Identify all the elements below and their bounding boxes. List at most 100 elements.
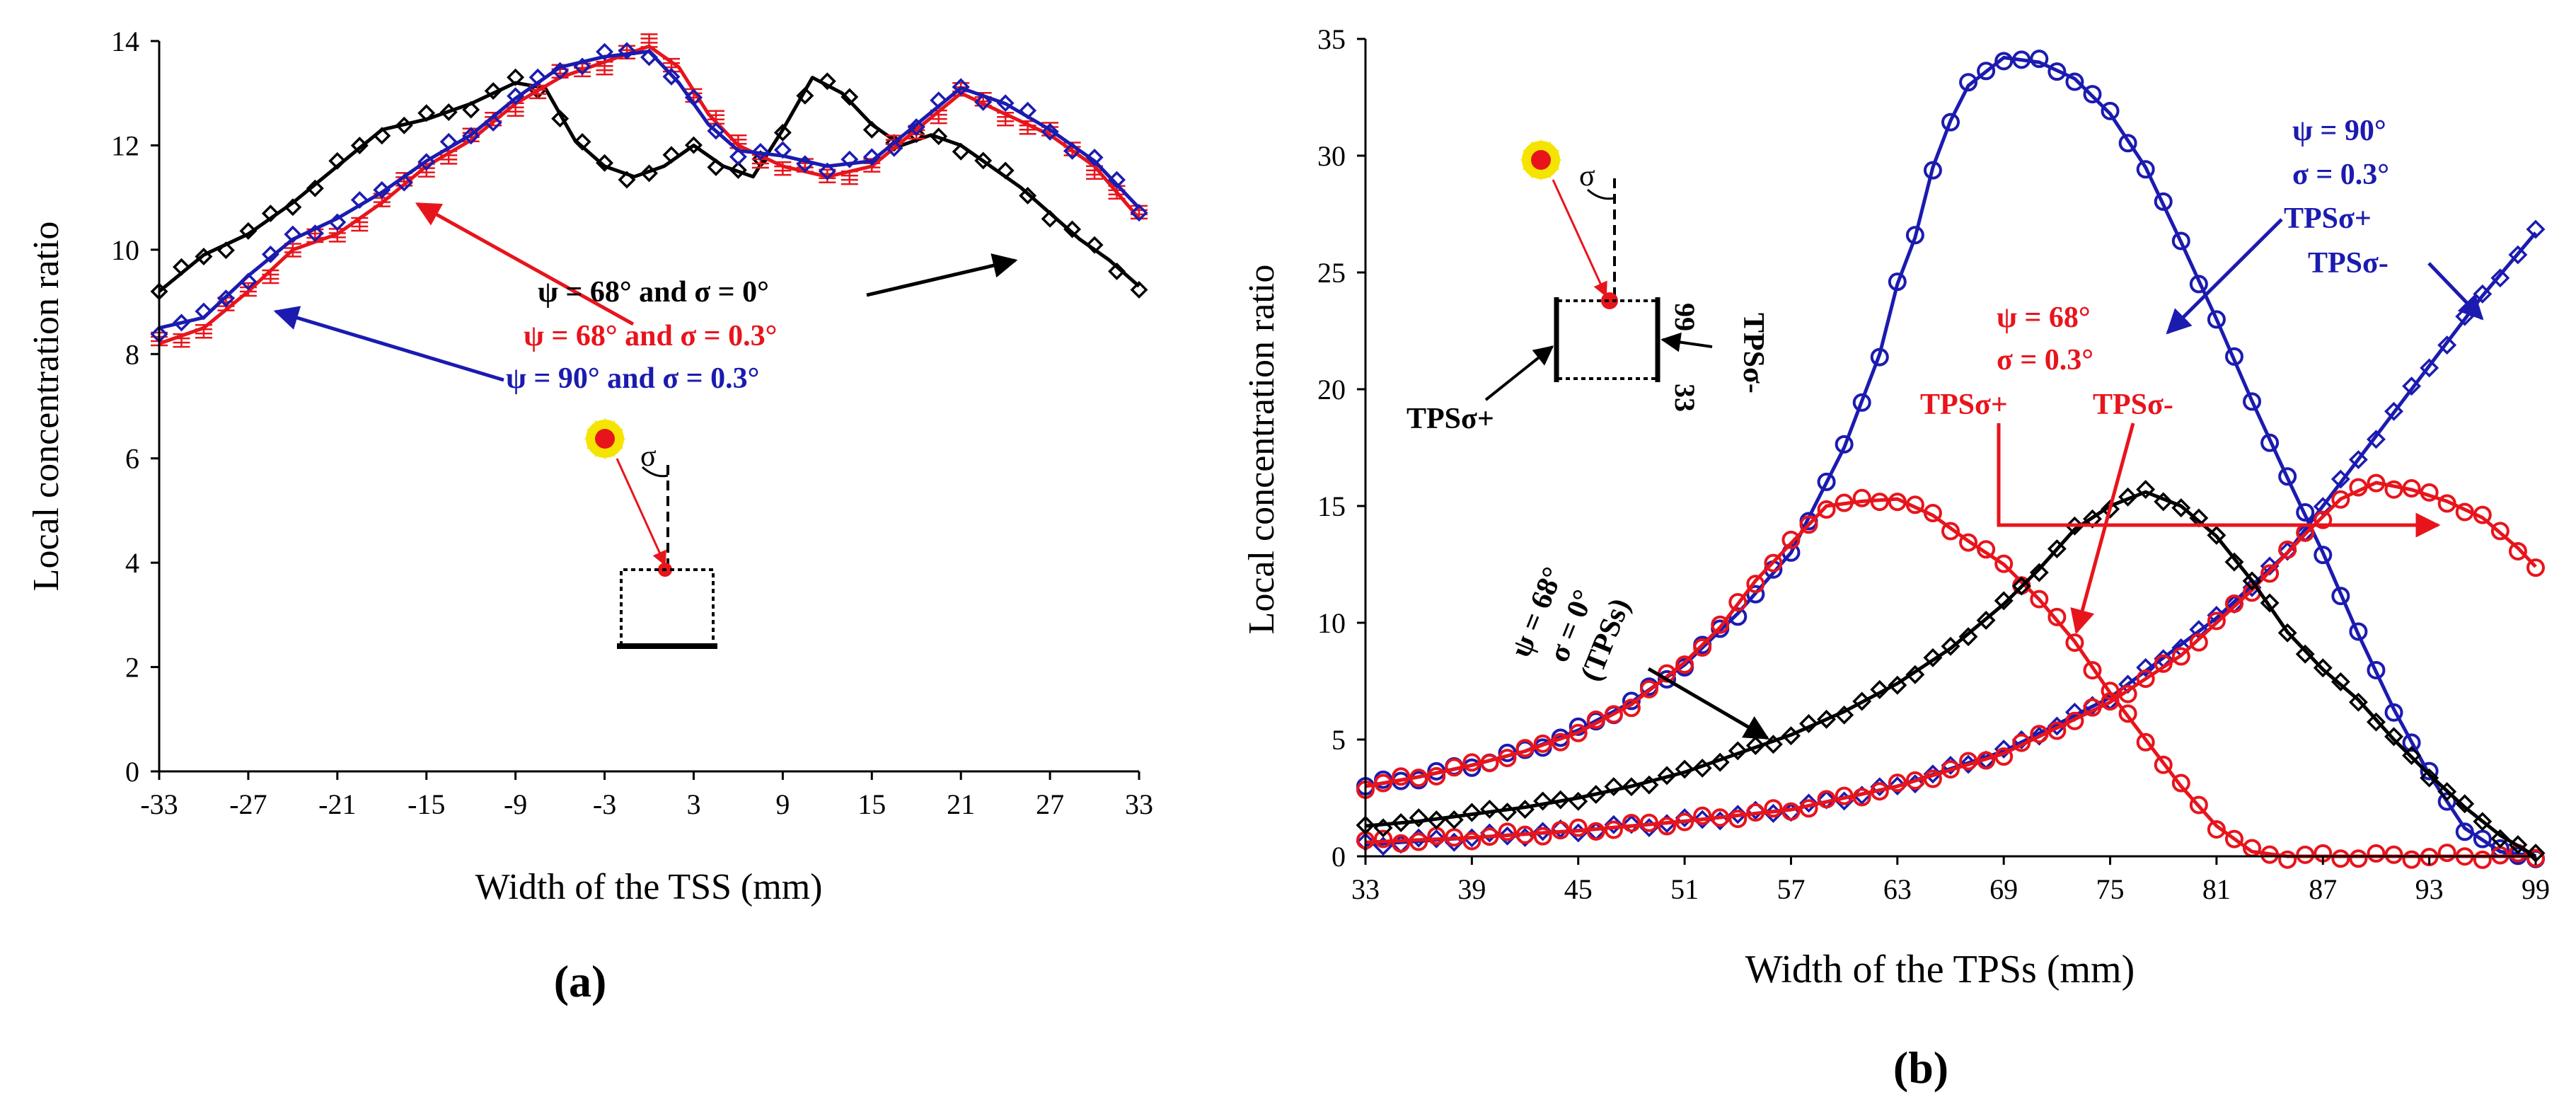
data-point [1817, 472, 1836, 491]
data-point [662, 57, 680, 73]
data-point [261, 245, 279, 263]
data-point [885, 139, 903, 157]
x-tick-label: 15 [857, 788, 886, 820]
data-point [1533, 791, 1553, 811]
data-point [2402, 376, 2422, 396]
data-point [1958, 627, 1978, 647]
data-point [507, 102, 524, 117]
data-point [729, 148, 747, 166]
data-point [2047, 539, 2067, 559]
data-point [2278, 467, 2297, 486]
data-point [1085, 236, 1104, 254]
data-point [2083, 698, 2102, 717]
annot-a-black-text: ψ = 68° and σ = 0° [538, 276, 769, 309]
data-point [2473, 829, 2492, 849]
data-point [2171, 774, 2190, 793]
data-point [2154, 654, 2173, 673]
data-point [1462, 753, 1482, 772]
sigma-label: σ [1579, 160, 1595, 192]
data-point [1675, 812, 1694, 832]
data-point [2189, 275, 2208, 294]
data-point [1108, 262, 1126, 280]
ray-arrow [616, 458, 666, 566]
data-point [1444, 810, 1464, 829]
data-point [1569, 723, 1588, 742]
data-point [2367, 844, 2386, 863]
data-point [640, 48, 658, 67]
data-point [1675, 759, 1694, 779]
data-point [195, 302, 213, 321]
data-point [1693, 806, 1712, 825]
data-point [1639, 775, 1659, 795]
data-point [596, 42, 614, 61]
data-point [2384, 703, 2403, 722]
series-markers-b-4 [1356, 480, 2546, 863]
x-tick-label: 87 [2309, 873, 2337, 905]
data-point [2047, 607, 2067, 626]
y-tick-label: 2 [125, 652, 139, 684]
data-point [2065, 72, 2084, 91]
x-tick-label: 45 [1564, 873, 1593, 905]
data-point [1622, 813, 1641, 832]
y-tick-label: 10 [1317, 607, 1346, 639]
y-tick-label: 20 [1317, 374, 1346, 406]
data-point [2367, 473, 2386, 493]
data-point [2295, 644, 2315, 664]
data-point [1374, 774, 1393, 793]
x-tick-label: 33 [1351, 873, 1380, 905]
annot-b-red-sigma: σ = 0.3° [1997, 344, 2093, 376]
data-point [907, 118, 925, 137]
data-point [2437, 844, 2456, 863]
data-point [2189, 633, 2208, 652]
data-point [173, 314, 190, 332]
annot-b-blue-arrow-plus [2166, 218, 2283, 335]
data-point [952, 142, 970, 161]
data-point [2083, 661, 2102, 680]
data-point [1959, 73, 1978, 92]
data-point [1870, 782, 1889, 801]
data-point [1063, 220, 1082, 238]
data-point [2029, 563, 2049, 582]
chart-a-xlabel: Width of the TSS (mm) [475, 867, 823, 907]
data-point [1923, 504, 1942, 523]
x-tick-label: -15 [408, 788, 445, 820]
data-point [1976, 611, 1996, 630]
chart-b-ticks: 33 39 45 51 57 63 69 75 81 87 93 99 0 5 10 15 20 25 30 35 [1317, 23, 2550, 905]
data-point [2171, 647, 2190, 666]
chart-b-xlabel: Width of the TPSs (mm) [1745, 948, 2135, 991]
data-point [1781, 726, 1801, 746]
data-point [1905, 665, 1925, 684]
chart-b: 33 39 45 51 57 63 69 75 81 87 93 99 0 5 10 15 20 25 30 35 W… [1242, 23, 2550, 1093]
data-point [1130, 280, 1148, 299]
data-point [707, 122, 725, 140]
data-point [2437, 494, 2456, 513]
data-point [195, 324, 212, 339]
data-point [1977, 540, 1996, 559]
data-point [774, 161, 792, 176]
data-point [2154, 192, 2173, 211]
annot-a-blue-arrow [273, 306, 504, 382]
data-point [1728, 741, 1748, 761]
data-point [1835, 786, 1854, 805]
inset-minus-arrow [1660, 332, 1713, 352]
data-point [2490, 522, 2509, 541]
x-tick-label: -33 [140, 788, 178, 820]
ray-arrow [1552, 179, 1607, 297]
y-tick-label: 12 [111, 130, 139, 161]
data-point [684, 136, 703, 154]
data-point [2242, 571, 2262, 591]
data-point [1392, 767, 1411, 786]
data-point [2420, 358, 2439, 378]
data-point [484, 82, 502, 100]
data-point [1711, 615, 1730, 634]
data-point [2455, 502, 2474, 522]
data-point [573, 132, 591, 151]
data-point [2207, 310, 2226, 329]
data-point [2207, 525, 2226, 545]
data-point [1870, 493, 1889, 512]
data-point [1445, 828, 1464, 847]
inset-99-label: 99 [1669, 303, 1701, 331]
y-tick-label: 30 [1317, 140, 1346, 172]
data-point [662, 146, 681, 164]
data-point [2526, 849, 2545, 868]
